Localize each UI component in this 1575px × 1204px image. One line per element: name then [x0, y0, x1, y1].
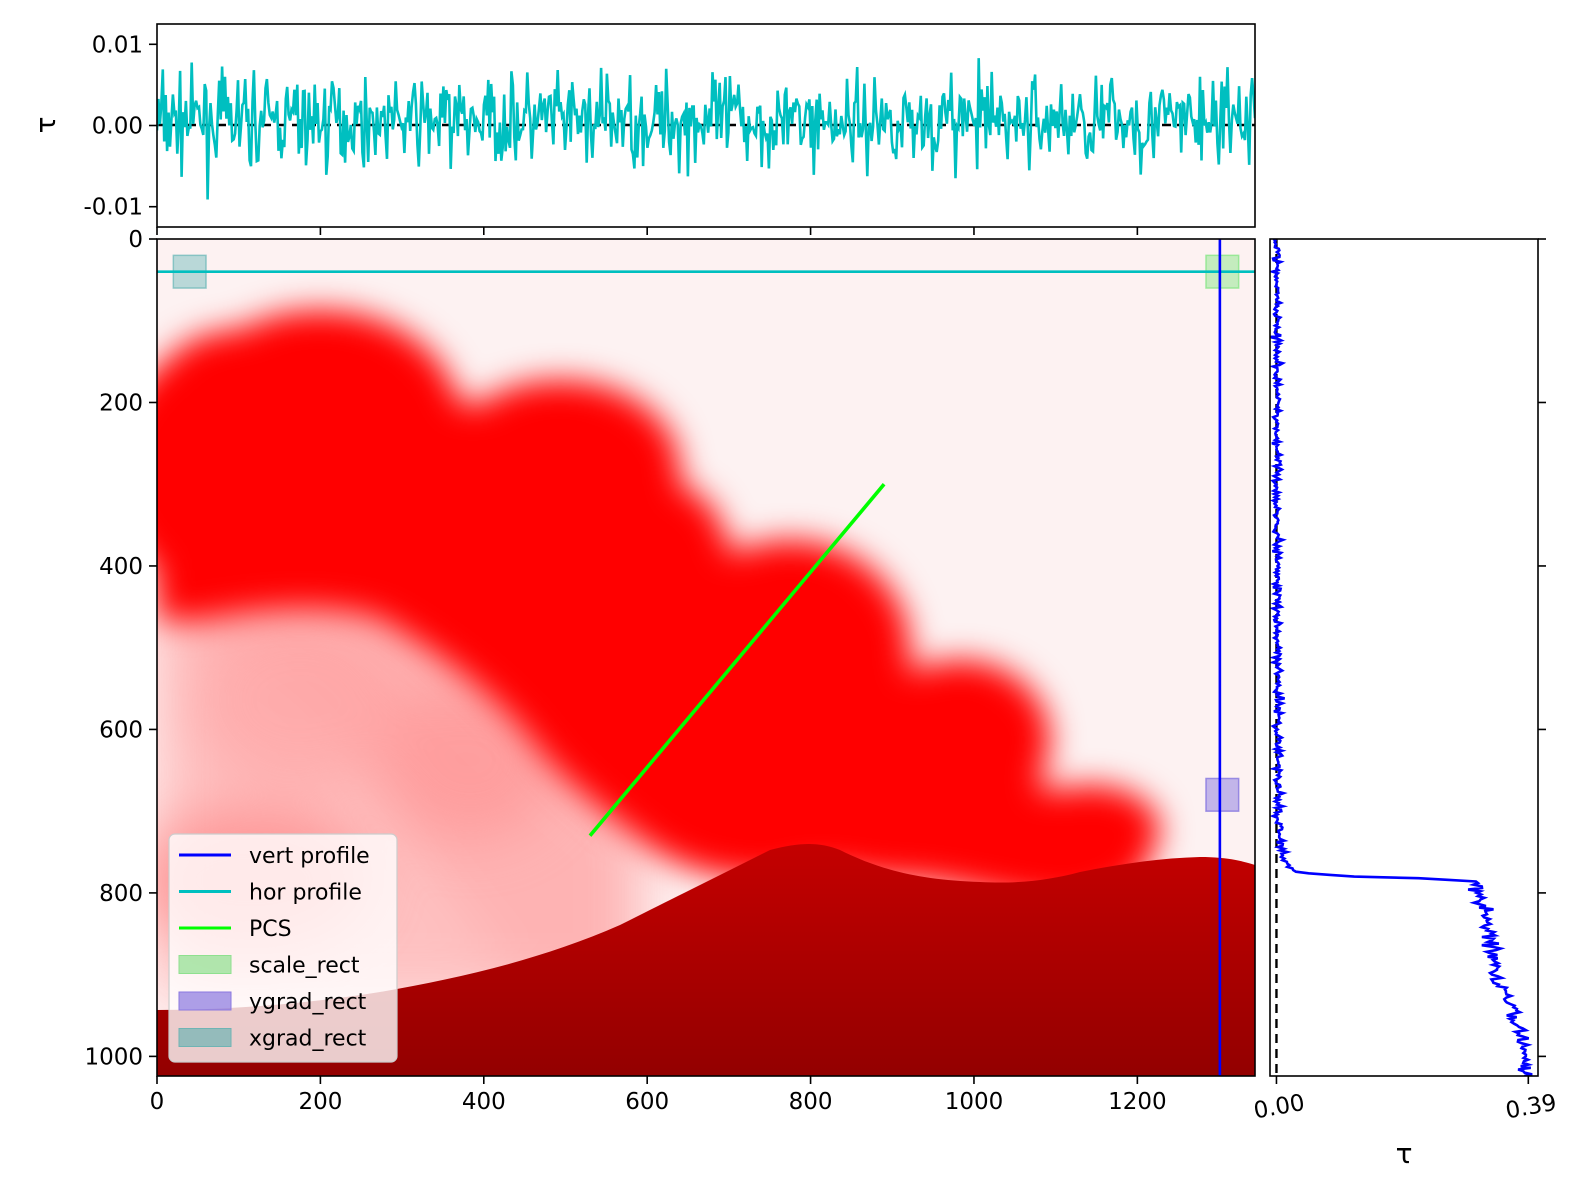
hor-profile-series-line	[157, 58, 1255, 200]
main-x-tick-label: 0	[150, 1089, 165, 1115]
legend-label: PCS	[249, 917, 292, 942]
legend-label: ygrad_rect	[249, 990, 367, 1015]
legend-patch-swatch	[178, 955, 232, 974]
legend-entry: hor profile	[179, 881, 362, 906]
legend-entry: vert profile	[179, 844, 370, 869]
vert-profile-series-line	[1270, 239, 1534, 1076]
legend-entry: ygrad_rect	[178, 990, 367, 1015]
right-x-tick-label: 0.39	[1504, 1090, 1559, 1124]
top-y-tick-label: 0.01	[92, 32, 143, 58]
main-y-tick-label: 0	[128, 227, 143, 253]
top-y-axis-label: τ	[29, 117, 62, 134]
legend-label: vert profile	[249, 844, 370, 869]
vert-profile-panel: 0.00 0.39 τ	[1252, 238, 1559, 1170]
legend-label: hor profile	[249, 881, 362, 906]
right-x-tick-label: 0.00	[1252, 1090, 1307, 1124]
main-y-tick-label: 1000	[84, 1044, 143, 1070]
top-y-tick-label: -0.01	[83, 195, 143, 221]
main-x-tick-label: 1200	[1108, 1089, 1167, 1115]
main-x-tick-label: 600	[625, 1089, 669, 1115]
pcs-line	[588, 483, 886, 837]
main-y-tick-label: 600	[99, 717, 143, 743]
legend-entry: xgrad_rect	[178, 1027, 367, 1052]
main-x-tick-label: 200	[298, 1089, 342, 1115]
main-axes-frame	[156, 238, 1256, 1077]
legend-entry: scale_rect	[178, 954, 360, 979]
main-y-tick-label: 800	[99, 881, 143, 907]
legend-patch-swatch	[178, 1028, 232, 1047]
main-image-panel: 0 200 400 600 800 1000 1200 02004006008001000 …	[84, 227, 1256, 1115]
main-x-tick-label: 400	[462, 1089, 506, 1115]
volcano-silhouette	[157, 844, 1255, 1076]
legend-label: xgrad_rect	[249, 1027, 367, 1052]
legend-patch-swatch	[178, 991, 232, 1011]
right-axes-frame	[1269, 238, 1539, 1077]
top-y-tick-label: 0.00	[92, 114, 143, 140]
legend: vert profile hor profile PCS scale_rectygra…	[168, 833, 398, 1063]
main-x-tick-label: 800	[789, 1089, 833, 1115]
main-x-tick-label: 1000	[945, 1089, 1004, 1115]
legend-entry: PCS	[179, 917, 292, 942]
main-y-tick-label: 200	[99, 390, 143, 416]
legend-label: scale_rect	[249, 954, 360, 979]
hor-profile-panel: 0.01 0.00 -0.01 τ	[29, 23, 1256, 235]
main-y-tick-label: 400	[99, 554, 143, 580]
ygrad-rect	[1205, 777, 1240, 812]
right-x-axis-label: τ	[1396, 1137, 1413, 1170]
